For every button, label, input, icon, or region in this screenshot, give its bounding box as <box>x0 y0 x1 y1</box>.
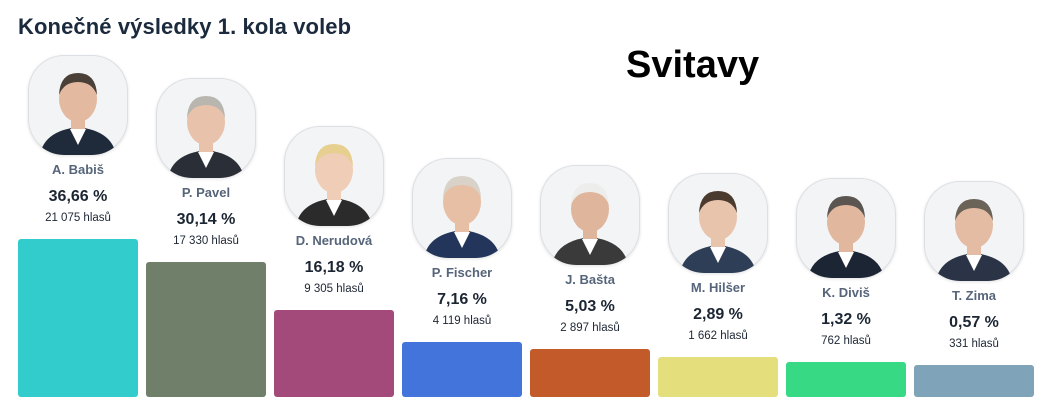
candidate-column: P. Pavel 30,14 % 17 330 hlasů <box>146 0 266 411</box>
percent-label: 16,18 % <box>304 259 364 276</box>
candidate-name: K. Diviš <box>822 285 870 300</box>
portrait-icon <box>284 126 384 226</box>
result-bar <box>146 262 266 397</box>
votes-label: 331 hlasů <box>949 338 999 350</box>
chart-title: Konečné výsledky 1. kola voleb <box>18 14 352 39</box>
result-bar <box>274 310 394 397</box>
portrait-icon <box>412 158 512 258</box>
percent-label: 30,14 % <box>176 211 236 228</box>
candidate-column: M. Hilšer 2,89 % 1 662 hlasů <box>658 0 778 411</box>
candidate-name: M. Hilšer <box>690 280 746 295</box>
result-bar <box>914 365 1034 397</box>
votes-label: 762 hlasů <box>821 335 871 347</box>
votes-label: 9 305 hlasů <box>304 283 364 295</box>
result-bar <box>786 362 906 397</box>
candidate-name: J. Bašta <box>565 272 615 287</box>
portrait-icon <box>156 78 256 178</box>
candidate-column: P. Fischer 7,16 % 4 119 hlasů <box>402 0 522 411</box>
candidate-column: D. Nerudová 16,18 % 9 305 hlasů <box>274 0 394 411</box>
portrait-icon <box>540 165 640 265</box>
result-bar <box>18 239 138 397</box>
candidate-name: A. Babiš <box>51 162 104 177</box>
candidate-column: T. Zima 0,57 % 331 hlasů <box>914 0 1034 411</box>
portrait-icon <box>796 178 896 278</box>
candidate-name: D. Nerudová <box>295 233 373 248</box>
portrait-icon <box>924 181 1024 281</box>
candidate-column: A. Babiš 36,66 % 21 075 hlasů <box>18 0 138 411</box>
candidate-column: J. Bašta 5,03 % 2 897 hlasů <box>530 0 650 411</box>
candidate-column: K. Diviš 1,32 % 762 hlasů <box>786 0 906 411</box>
result-bar <box>658 357 778 397</box>
result-bar <box>530 349 650 397</box>
candidate-name: T. Zima <box>951 288 997 303</box>
candidate-name: P. Pavel <box>181 185 231 200</box>
votes-label: 21 075 hlasů <box>45 212 111 224</box>
votes-label: 1 662 hlasů <box>688 330 748 342</box>
votes-label: 17 330 hlasů <box>173 235 239 247</box>
votes-label: 4 119 hlasů <box>432 315 492 327</box>
percent-label: 0,57 % <box>949 314 999 331</box>
candidate-name: P. Fischer <box>431 265 493 280</box>
portrait-icon <box>28 55 128 155</box>
votes-label: 2 897 hlasů <box>560 322 620 334</box>
percent-label: 5,03 % <box>565 298 615 315</box>
portrait-icon <box>668 173 768 273</box>
percent-label: 36,66 % <box>48 188 108 205</box>
city-name: Svitavy <box>626 44 760 86</box>
percent-label: 7,16 % <box>437 291 487 308</box>
result-bar <box>402 342 522 397</box>
percent-label: 1,32 % <box>821 311 871 328</box>
percent-label: 2,89 % <box>693 306 743 323</box>
